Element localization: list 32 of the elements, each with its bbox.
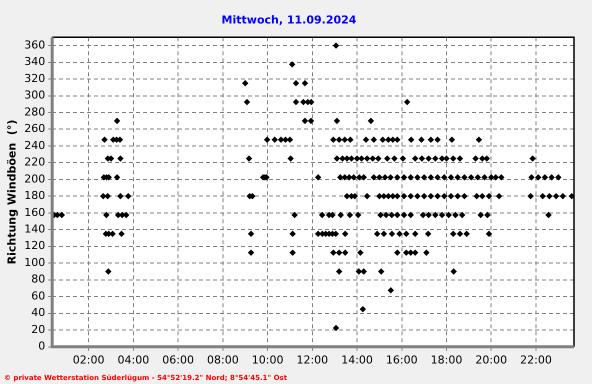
y-tick-label: 140 [24, 222, 46, 236]
x-tick-label: 04:00 [118, 353, 150, 366]
y-tick-label: 80 [31, 272, 46, 286]
x-tick-label: 16:00 [386, 353, 418, 366]
x-tick-label: 06:00 [162, 353, 194, 366]
y-tick-label: 160 [24, 206, 46, 219]
x-tick-label: 22:00 [520, 353, 552, 366]
x-tick-label: 08:00 [207, 353, 239, 366]
y-tick-label: 100 [24, 256, 46, 269]
x-tick-label: 02:00 [72, 353, 105, 366]
y-tick-label: 20 [31, 322, 46, 336]
chart-title: Mittwoch, 11.09.2024 [222, 13, 357, 26]
y-tick-label: 360 [24, 38, 46, 52]
y-tick-label: 260 [24, 122, 46, 136]
x-tick-label: 20:00 [475, 353, 508, 366]
y-tick-label: 320 [24, 72, 46, 85]
x-tick-label: 12:00 [296, 353, 328, 366]
y-tick-label: 60 [31, 289, 46, 302]
y-tick-label: 180 [24, 189, 46, 202]
y-tick-label: 40 [31, 306, 46, 320]
y-tick-label: 300 [24, 88, 46, 102]
y-tick-label: 280 [24, 105, 46, 118]
y-tick-label: 120 [24, 239, 46, 252]
y-tick-label: 200 [24, 172, 46, 186]
x-tick-label: 18:00 [430, 353, 462, 366]
y-tick-label: 220 [24, 156, 46, 169]
y-axis-title: Richtung Windböen (°) [5, 120, 18, 264]
x-tick-label: 10:00 [252, 353, 284, 366]
y-tick-label: 340 [24, 55, 46, 68]
y-tick-label: 240 [24, 138, 46, 152]
y-tick-label: 0 [38, 340, 46, 353]
x-tick-label: 14:00 [341, 353, 373, 366]
